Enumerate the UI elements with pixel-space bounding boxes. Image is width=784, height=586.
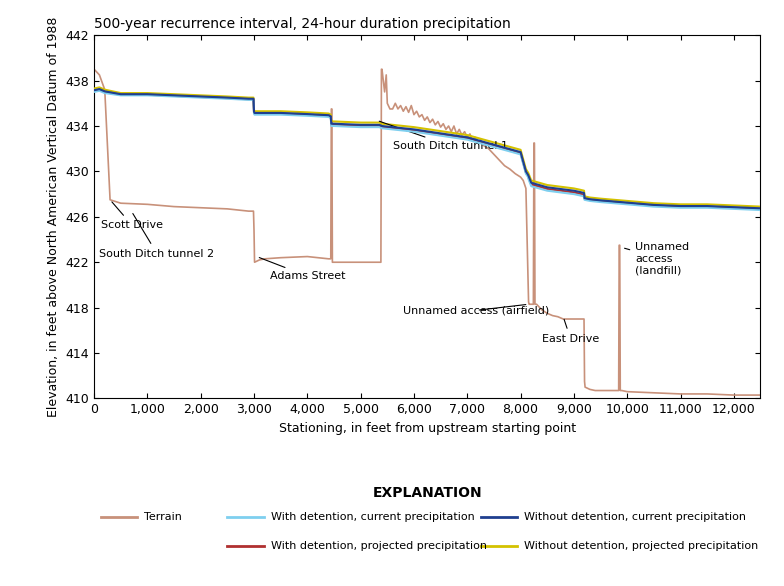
Text: South Ditch tunnel 1: South Ditch tunnel 1: [379, 121, 507, 151]
Text: East Drive: East Drive: [542, 319, 599, 344]
Text: South Ditch tunnel 2: South Ditch tunnel 2: [100, 213, 215, 258]
Text: EXPLANATION: EXPLANATION: [372, 486, 482, 500]
Text: Without detention, current precipitation: Without detention, current precipitation: [524, 512, 746, 522]
Text: With detention, current precipitation: With detention, current precipitation: [270, 512, 474, 522]
Text: Unnamed access (airfield): Unnamed access (airfield): [403, 305, 550, 315]
Text: Unnamed
access
(landfill): Unnamed access (landfill): [625, 243, 689, 275]
Text: Adams Street: Adams Street: [260, 258, 346, 281]
Text: Scott Drive: Scott Drive: [101, 202, 163, 230]
Text: With detention, projected precipitation: With detention, projected precipitation: [270, 541, 487, 551]
Y-axis label: Elevation, in feet above North American Vertical Datum of 1988: Elevation, in feet above North American …: [47, 16, 60, 417]
Text: 500-year recurrence interval, 24-hour duration precipitation: 500-year recurrence interval, 24-hour du…: [94, 17, 511, 31]
X-axis label: Stationing, in feet from upstream starting point: Stationing, in feet from upstream starti…: [279, 422, 575, 435]
Text: Terrain: Terrain: [144, 512, 182, 522]
Text: Without detention, projected precipitation: Without detention, projected precipitati…: [524, 541, 758, 551]
